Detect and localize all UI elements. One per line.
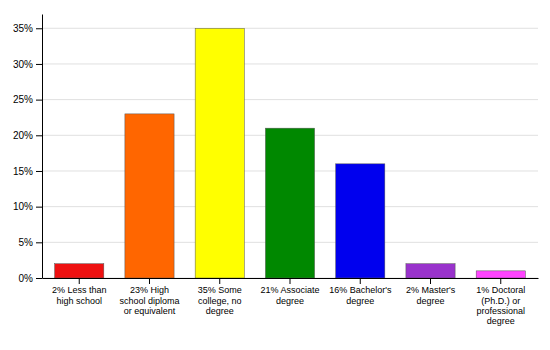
x-tick-label: 23% Highschool diplomaor equivalent: [119, 285, 179, 316]
y-tick-mark: [36, 64, 42, 65]
y-axis: 0% 5% 10% 15% 20% 25% 30% 35%: [13, 15, 43, 284]
x-tick-mark: [430, 278, 431, 284]
x-tick-mark: [79, 278, 80, 284]
x-tick-label: 21% Associatedegree: [260, 285, 319, 305]
y-tick-mark: [36, 135, 42, 136]
y-tick-label: 25%: [13, 94, 33, 105]
y-tick-label: 0%: [19, 273, 34, 284]
x-tick-mark: [219, 278, 220, 284]
bar: [336, 164, 385, 278]
x-tick-mark: [360, 278, 361, 284]
x-tick-label: 16% Bachelor'sdegree: [329, 285, 392, 305]
y-tick: 10%: [13, 201, 42, 212]
y-tick: 35%: [13, 23, 42, 34]
y-axis-line: [42, 15, 43, 279]
y-tick-mark: [36, 171, 42, 172]
bar: [195, 28, 244, 278]
x-axis: 2% Less thanhigh school 23% Highschool di…: [43, 278, 539, 326]
x-tick-label: 1% Doctoral(Ph.D.) orprofessionaldegree: [476, 285, 525, 326]
y-tick-label: 5%: [19, 237, 34, 248]
bar: [125, 114, 174, 278]
y-tick-label: 30%: [13, 59, 33, 70]
bar: [406, 264, 455, 278]
y-tick-mark: [36, 100, 42, 101]
x-tick-mark: [149, 278, 150, 284]
y-tick-label: 10%: [13, 201, 33, 212]
chart: 0% 5% 10% 15% 20% 25% 30% 35% 2% Less thanhigh s…: [0, 0, 550, 350]
y-tick: 15%: [13, 166, 42, 177]
plot: 0% 5% 10% 15% 20% 25% 30% 35% 2% Less thanhigh s…: [13, 15, 539, 327]
x-tick: 2% Master'sdegree: [406, 278, 456, 306]
x-tick: 2% Less thanhigh school: [52, 278, 107, 306]
x-tick-label: 2% Less thanhigh school: [52, 285, 107, 305]
x-tick: 23% Highschool diplomaor equivalent: [119, 278, 179, 316]
y-tick-label: 20%: [13, 130, 33, 141]
y-tick-mark: [36, 278, 42, 279]
x-tick: 16% Bachelor'sdegree: [329, 278, 392, 306]
x-tick-mark: [290, 278, 291, 284]
x-tick-label: 35% Somecollege, nodegree: [198, 285, 242, 316]
grid-line: [42, 63, 538, 64]
x-tick: 1% Doctoral(Ph.D.) orprofessionaldegree: [476, 278, 525, 326]
y-tick-label: 15%: [13, 166, 33, 177]
grid: [42, 28, 538, 278]
y-tick: 20%: [13, 130, 42, 141]
y-tick-mark: [36, 242, 42, 243]
x-tick: 21% Associatedegree: [260, 278, 319, 306]
x-tick-label: 2% Master'sdegree: [406, 285, 456, 305]
y-tick-label: 35%: [13, 23, 33, 34]
y-tick-mark: [36, 28, 42, 29]
y-tick: 5%: [19, 237, 42, 248]
y-tick-mark: [36, 207, 42, 208]
y-tick: 0%: [19, 273, 42, 284]
y-tick: 25%: [13, 94, 42, 105]
bars: [55, 28, 526, 278]
grid-line: [42, 99, 538, 100]
bar: [265, 128, 314, 278]
bar: [55, 264, 104, 278]
grid-line: [42, 28, 538, 29]
x-tick-mark: [500, 278, 501, 284]
bar: [476, 271, 525, 278]
y-tick: 30%: [13, 59, 42, 70]
x-tick: 35% Somecollege, nodegree: [198, 278, 242, 316]
